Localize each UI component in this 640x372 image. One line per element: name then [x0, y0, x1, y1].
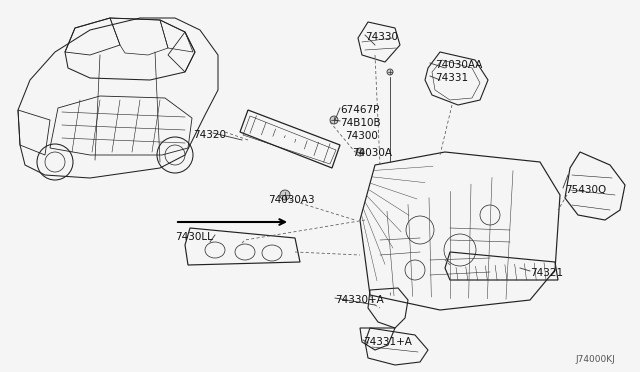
Text: 75430Q: 75430Q — [565, 185, 606, 195]
Circle shape — [330, 116, 338, 124]
Text: 74330: 74330 — [365, 32, 398, 42]
Text: 74321: 74321 — [530, 268, 563, 278]
Text: 74B10B: 74B10B — [340, 118, 381, 128]
Text: 67467P: 67467P — [340, 105, 380, 115]
Text: 7430LL: 7430LL — [175, 232, 213, 242]
Text: 74030AA: 74030AA — [435, 60, 483, 70]
Text: 74030A3: 74030A3 — [268, 195, 315, 205]
Text: 74331: 74331 — [435, 73, 468, 83]
Text: 74331+A: 74331+A — [363, 337, 412, 347]
Text: 74330+A: 74330+A — [335, 295, 384, 305]
Text: 74300: 74300 — [345, 131, 378, 141]
Text: 74320: 74320 — [193, 130, 226, 140]
Text: 74030A: 74030A — [352, 148, 392, 158]
Text: J74000KJ: J74000KJ — [575, 355, 615, 364]
Circle shape — [280, 190, 290, 200]
Circle shape — [387, 69, 393, 75]
Circle shape — [356, 148, 364, 156]
